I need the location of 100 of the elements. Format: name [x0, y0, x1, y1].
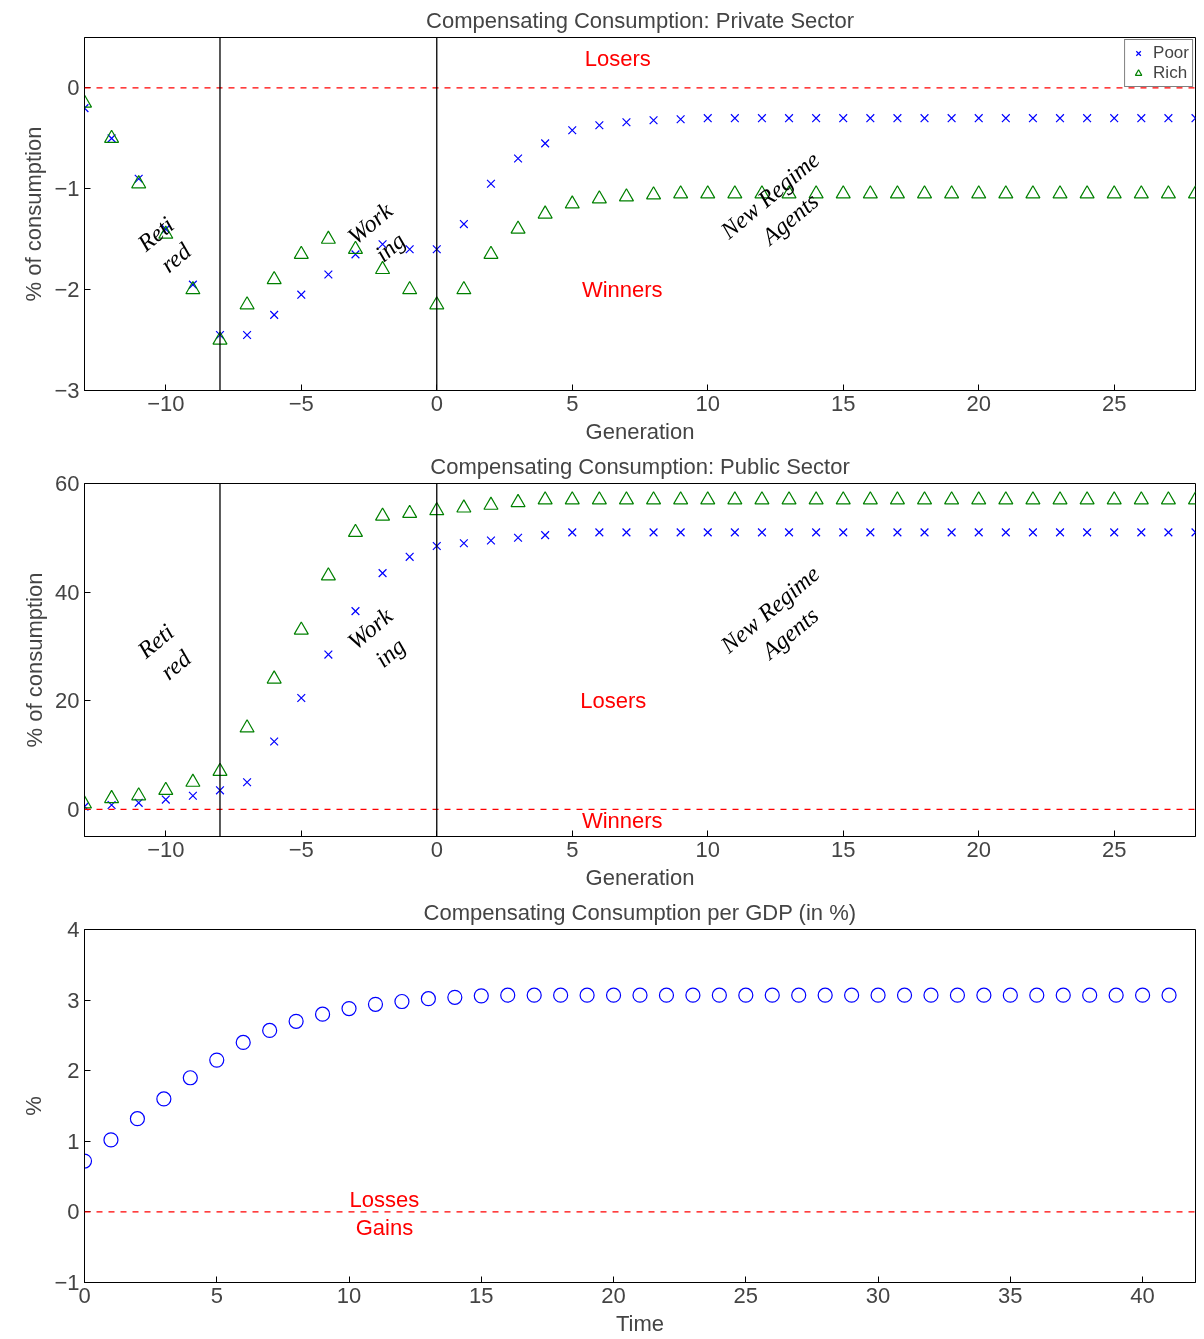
point	[158, 781, 174, 795]
point	[673, 185, 689, 199]
point	[703, 113, 713, 123]
y-tick-label: −3	[54, 378, 80, 403]
point	[553, 987, 569, 1003]
point	[500, 987, 516, 1003]
point	[1025, 491, 1041, 505]
point	[323, 650, 333, 660]
point	[838, 527, 848, 537]
point	[1160, 491, 1176, 505]
y-tick-label: 0	[67, 75, 80, 101]
chart-title: Compensating Consumption: Private Sector	[426, 7, 854, 33]
point	[764, 987, 780, 1003]
point	[784, 527, 794, 537]
x-tick-label: 15	[831, 390, 856, 416]
point	[288, 1013, 304, 1029]
point	[1052, 185, 1068, 199]
point	[889, 185, 906, 199]
point	[920, 113, 930, 123]
point	[784, 113, 794, 123]
x-axis-title: Time	[615, 1310, 665, 1336]
point	[341, 1000, 357, 1017]
y-axis-title: % of consumption	[22, 572, 48, 748]
x-tick-label: 35	[998, 1282, 1023, 1308]
point	[323, 270, 333, 279]
point	[429, 501, 445, 516]
x-tick-label: 5	[566, 836, 579, 862]
point	[320, 567, 336, 581]
point	[537, 205, 553, 219]
point	[811, 527, 821, 537]
point	[1161, 987, 1177, 1003]
point	[131, 175, 147, 189]
point	[540, 138, 550, 148]
point	[649, 115, 659, 125]
point	[459, 219, 469, 229]
point	[405, 244, 415, 254]
point	[402, 280, 418, 295]
point	[513, 154, 523, 164]
annotation: Winners	[581, 808, 663, 834]
point	[730, 527, 740, 537]
annotation: Losers	[580, 688, 647, 714]
point	[944, 185, 960, 199]
x-tick-label: 25	[733, 1282, 759, 1308]
point	[212, 762, 228, 776]
point	[673, 491, 689, 505]
point	[134, 798, 144, 808]
point	[103, 1132, 119, 1148]
point	[1160, 185, 1176, 199]
point	[293, 621, 309, 635]
point	[405, 552, 415, 562]
point	[711, 987, 727, 1003]
point	[658, 987, 675, 1003]
point	[483, 245, 499, 259]
point	[1002, 987, 1018, 1003]
point	[1001, 113, 1011, 123]
point	[567, 125, 577, 135]
point	[1136, 527, 1146, 537]
point	[540, 530, 550, 540]
point	[791, 987, 807, 1003]
point	[266, 270, 282, 285]
point	[916, 491, 933, 505]
point	[1106, 185, 1122, 199]
point	[212, 331, 228, 345]
point	[757, 527, 767, 537]
point	[456, 499, 472, 513]
point	[811, 113, 821, 123]
point	[367, 996, 384, 1012]
y-tick-label: 60	[55, 471, 80, 496]
point	[703, 527, 713, 537]
point	[513, 533, 523, 543]
point	[1163, 113, 1173, 123]
x-tick-label: −10	[147, 836, 185, 862]
point	[104, 789, 120, 804]
x-tick-label: 10	[695, 836, 720, 862]
y-tick-label: 20	[55, 688, 80, 714]
point	[892, 527, 902, 537]
point	[293, 245, 309, 259]
point	[971, 491, 987, 505]
x-tick-label: 0	[430, 390, 443, 416]
x-axis-title: Generation	[585, 418, 695, 444]
point	[923, 987, 939, 1003]
point	[757, 113, 767, 123]
point	[700, 185, 716, 199]
point	[676, 114, 686, 124]
point	[947, 113, 957, 123]
point	[685, 987, 701, 1003]
point	[870, 987, 886, 1003]
point	[1052, 491, 1068, 505]
point	[1055, 113, 1065, 123]
point	[594, 527, 604, 537]
y-tick-label: 2	[67, 1058, 80, 1084]
x-tick-label: −10	[147, 390, 185, 416]
point	[269, 736, 279, 746]
point	[374, 507, 391, 521]
annotation: Work ing	[342, 602, 411, 673]
point	[1082, 113, 1092, 123]
point	[865, 527, 875, 537]
point	[1135, 987, 1151, 1003]
point	[537, 491, 553, 505]
point	[700, 491, 716, 505]
